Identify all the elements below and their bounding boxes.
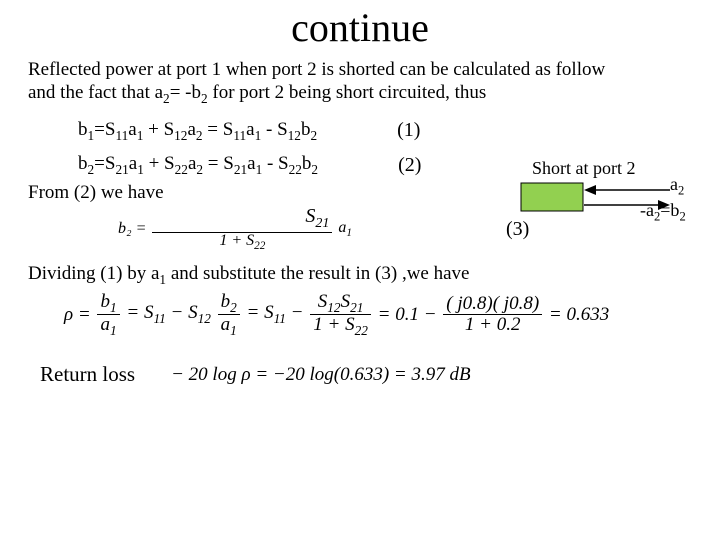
- equation-3: b₂ = S21 1 + S22 a1: [118, 206, 352, 253]
- a2-arrowhead-icon: [584, 185, 596, 195]
- short-port-diagram: Short at port 2 a2 -a2=b2: [520, 158, 710, 238]
- rho-frac2: b2a1: [216, 292, 242, 339]
- equation-1: b1=S11a1 + S12a2 = S11a1 - S12b2: [78, 119, 317, 144]
- eq1-number: (1): [397, 119, 420, 142]
- return-loss-label: Return loss: [40, 362, 135, 387]
- rho-frac3: S12S211 + S22: [308, 292, 373, 339]
- eq3-lhs: b₂: [118, 220, 132, 237]
- intro-line2-suffix: for port 2 being short circuited, thus: [208, 82, 487, 103]
- return-loss-formula: − 20 log ρ = −20 log(0.633) = 3.97 dB: [171, 364, 471, 386]
- a2-text: a2: [670, 174, 684, 199]
- rho-symbol: ρ =: [64, 304, 91, 326]
- intro-paragraph: Reflected power at port 1 when port 2 is…: [28, 59, 692, 107]
- rho-result: = 0.633: [549, 304, 609, 326]
- eq2-number: (2): [398, 154, 421, 177]
- sub-2b: 2: [201, 91, 208, 106]
- intro-line2-mid: = -b: [170, 82, 201, 103]
- slide-title: continue: [28, 4, 692, 51]
- intro-line2-prefix: and the fact that a: [28, 82, 163, 103]
- return-loss-row: Return loss − 20 log ρ = −20 log(0.633) …: [28, 362, 692, 387]
- rho-frac1: b1a1: [95, 292, 121, 339]
- short-box-rect: [521, 183, 583, 211]
- slide: continue Reflected power at port 1 when …: [0, 4, 720, 544]
- sub-2a: 2: [163, 91, 170, 106]
- dividing-text: Dividing (1) by a1 and substitute the re…: [28, 263, 692, 288]
- rho-frac4: ( j0.8)( j0.8)1 + 0.2: [441, 294, 544, 335]
- equation-2: b2=S21a1 + S22a2 = S21a1 - S22b2: [78, 153, 318, 178]
- rho-formula: ρ = b1a1 = S11 − S12 b2a1 = S11 − S12S21…: [64, 292, 692, 339]
- intro-line1: Reflected power at port 1 when port 2 is…: [28, 59, 605, 80]
- b2-text: -a2=b2: [640, 200, 686, 225]
- eq3-fraction: S21 1 + S22: [150, 206, 334, 253]
- equation-1-row: b1=S11a1 + S12a2 = S11a1 - S12b2 (1): [78, 119, 692, 144]
- short-port-label: Short at port 2: [532, 158, 636, 179]
